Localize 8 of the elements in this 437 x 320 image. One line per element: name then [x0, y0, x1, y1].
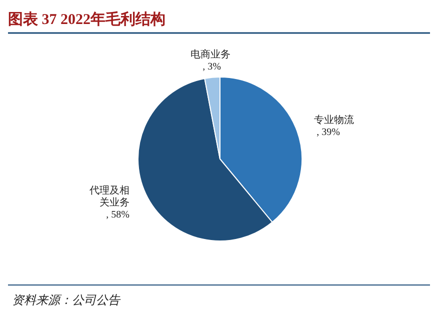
data-label: , 39% [314, 127, 340, 138]
slice-label: 代理及相关业务 [88, 184, 130, 209]
slice-label: 专业物流 [314, 114, 354, 126]
data-label: , 3% [200, 61, 222, 72]
slice-label: 电商业务 [190, 48, 231, 60]
chart-title: 图表 37 2022年毛利结构 [8, 11, 166, 28]
data-label: , 58% [104, 210, 130, 221]
text: 资料来源：公司公告 [12, 293, 121, 307]
